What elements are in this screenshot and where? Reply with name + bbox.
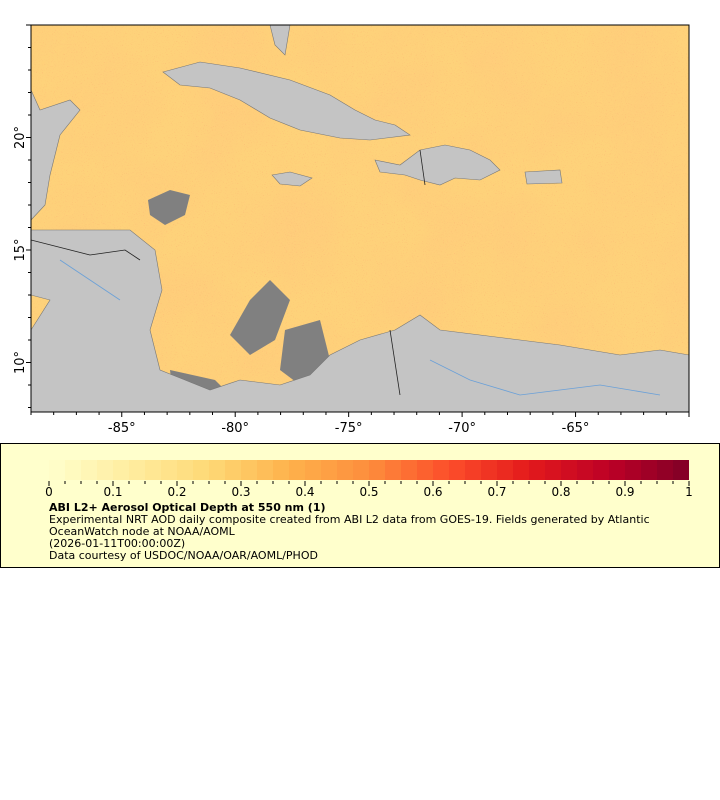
colorbar-bin — [641, 460, 657, 480]
colorbar-bin — [417, 460, 433, 480]
colorbar-tick-label: 0.9 — [615, 485, 634, 499]
cuba — [162, 61, 411, 141]
colorbar-bin — [433, 460, 449, 480]
colorbar-tick-label: 0.4 — [295, 485, 314, 499]
colorbar-bin — [577, 460, 593, 480]
colorbar-bin — [545, 460, 561, 480]
lon-tick-label: -80° — [221, 421, 249, 436]
colorbar-bin — [449, 460, 465, 480]
colorbar-bin — [401, 460, 417, 480]
colorbar-bin — [129, 460, 145, 480]
colorbar-bin — [145, 460, 161, 480]
colorbar-bin — [529, 460, 545, 480]
colorbar-tick-label: 0.2 — [167, 485, 186, 499]
borders — [31, 149, 426, 396]
colorbar-tick-label: 0.5 — [359, 485, 378, 499]
lon-tick-label: -85° — [108, 421, 136, 436]
colorbar-bin — [481, 460, 497, 480]
colorbar-bin — [625, 460, 641, 480]
rivers — [59, 259, 661, 396]
legend-title: ABI L2+ Aerosol Optical Depth at 550 nm … — [49, 501, 326, 514]
colorbar-bin — [513, 460, 529, 480]
colorbar-bin — [113, 460, 129, 480]
colorbar-ticks: 0 0.1 0.2 0.3 0.4 0.5 0.6 0.7 0.8 0.9 1 — [45, 481, 693, 499]
lon-tick-label: -65° — [562, 421, 590, 436]
jamaica — [271, 171, 313, 187]
legend-panel: 0 0.1 0.2 0.3 0.4 0.5 0.6 0.7 0.8 0.9 1 ABI L2+ Ae… — [0, 443, 720, 568]
colorbar-bin — [289, 460, 305, 480]
colorbar-bin — [209, 460, 225, 480]
colorbar-bin — [321, 460, 337, 480]
colorbar-tick-label: 0.8 — [551, 485, 570, 499]
colorbar-bin — [193, 460, 209, 480]
colorbar-bin — [65, 460, 81, 480]
colorbar-tick-label: 0 — [45, 485, 53, 499]
colorbar-bin — [561, 460, 577, 480]
lon-tick-label: -70° — [448, 421, 476, 436]
lon-tick-label: -75° — [335, 421, 363, 436]
aod-map: -85° -80° -75° -70° -65° 20° 15° 10° — [13, 24, 690, 436]
legend-description-1: Experimental NRT AOD daily composite cre… — [49, 513, 650, 526]
colorbar-bin — [177, 460, 193, 480]
colorbar-bin — [369, 460, 385, 480]
colorbar-bin — [161, 460, 177, 480]
lat-tick-label: 15° — [13, 238, 28, 261]
colorbar-bin — [609, 460, 625, 480]
puerto-rico — [524, 169, 563, 185]
colorbar-tick-label: 0.3 — [231, 485, 250, 499]
colorbar-bin — [273, 460, 289, 480]
colorbar-tick-label: 0.6 — [423, 485, 442, 499]
colorbar-bin — [305, 460, 321, 480]
bahamas — [269, 25, 291, 56]
legend-description-2: OceanWatch node at NOAA/AOML — [49, 525, 235, 538]
lat-tick-label: 10° — [13, 351, 28, 374]
map-frame — [30, 24, 690, 413]
colorbar-bin — [353, 460, 369, 480]
colorbar-tick-label: 1 — [685, 485, 693, 499]
lat-tick-label: 20° — [13, 126, 28, 149]
colorbar-bin — [49, 460, 65, 480]
colorbar-bin — [225, 460, 241, 480]
land — [31, 25, 689, 412]
central-america — [31, 229, 689, 412]
colorbar-bin — [497, 460, 513, 480]
colorbar-bin — [385, 460, 401, 480]
colorbar-bin — [257, 460, 273, 480]
colorbar-bin — [673, 460, 689, 480]
colorbar — [49, 460, 689, 480]
legend-time: (2026-01-11T00:00:00Z) — [49, 537, 186, 550]
colorbar-bin — [593, 460, 609, 480]
colorbar-tick-label: 0.1 — [103, 485, 122, 499]
colorbar-bin — [81, 460, 97, 480]
colorbar-bin — [97, 460, 113, 480]
colorbar-bin — [465, 460, 481, 480]
colorbar-bin — [337, 460, 353, 480]
colorbar-bin — [657, 460, 673, 480]
hispaniola — [374, 144, 501, 186]
colorbar-bin — [241, 460, 257, 480]
colorbar-tick-label: 0.7 — [487, 485, 506, 499]
yucatan-mexico — [31, 25, 81, 221]
legend-credit: Data courtesy of USDOC/NOAA/OAR/AOML/PHO… — [49, 549, 318, 562]
